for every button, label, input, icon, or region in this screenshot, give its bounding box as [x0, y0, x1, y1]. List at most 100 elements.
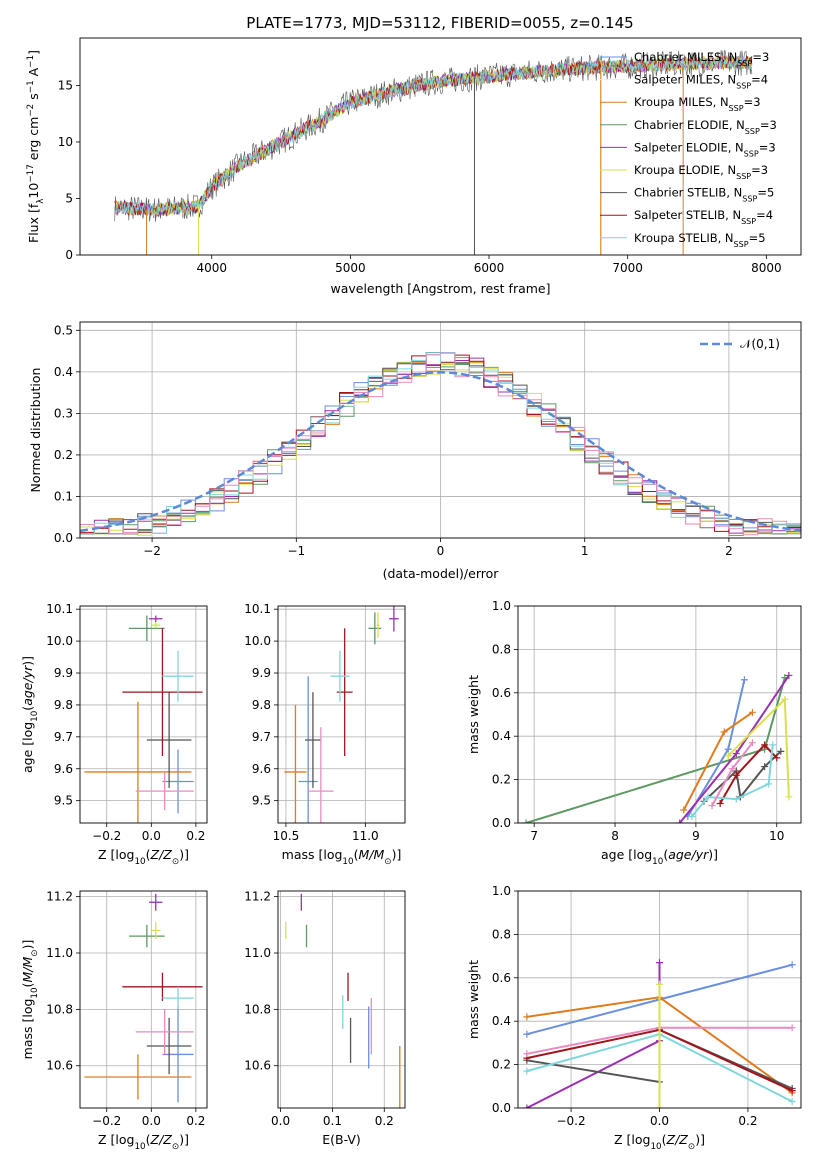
- chart-age-weight: 7 8 9 10 0.0 0.2 0.4 0.6 0.8 1.0 age [log10(age/yr…: [466, 599, 802, 867]
- histogram-step: [80, 352, 801, 536]
- x-tick-label: 8: [611, 829, 619, 843]
- weight-marker: [761, 741, 769, 749]
- y-tick-label: 0.8: [492, 927, 511, 941]
- y-tick-label: 0.4: [54, 365, 73, 379]
- weight-marker: [708, 802, 716, 810]
- y-tick-label: 9.6: [54, 762, 73, 776]
- x-tick-label: 7000: [612, 261, 643, 275]
- weight-marker: [656, 959, 663, 967]
- weight-marker: [788, 1087, 796, 1095]
- plot-area: [80, 352, 801, 536]
- weight-marker: [523, 1050, 531, 1058]
- plot-area: [284, 606, 399, 823]
- chart-Z-weight: −0.2 0.0 0.2 0.0 0.2 0.4 0.6 0.8 1.0 Z [log10(Z/Z…: [466, 884, 802, 1152]
- x-tick-label: 6000: [474, 261, 505, 275]
- y-tick-label: 10.8: [244, 1002, 271, 1016]
- chart-mass-age: 10.5 11.0 9.5 9.6 9.7 9.8 9.9 10.0 10.1 mass [log…: [244, 602, 406, 867]
- weight-marker: [728, 765, 736, 773]
- legend-entry: Chabrier ELODIE, NSSP=3: [634, 118, 777, 136]
- y-tick-label: 0.8: [492, 642, 511, 656]
- weight-marker: [732, 795, 740, 803]
- y-tick-label: 10.0: [46, 634, 73, 648]
- x-axis-label: Z [log10(Z/Z⊙)]: [98, 1132, 189, 1152]
- x-tick-label: −2: [143, 544, 161, 558]
- chart-ebv-mass: 0.0 0.1 0.2 10.6 10.8 11.0 11.2 E(B-V): [244, 890, 406, 1147]
- y-tick-label: 10.6: [244, 1059, 271, 1073]
- y-tick-label: 11.2: [46, 890, 73, 904]
- y-tick-label: 0.4: [492, 729, 511, 743]
- y-tick-label: 0.2: [492, 1058, 511, 1072]
- weight-line: [526, 962, 661, 1108]
- x-tick-label: 0.2: [186, 829, 205, 843]
- legend-entry: 𝒩(0,1): [740, 337, 780, 351]
- weight-marker: [773, 754, 781, 762]
- x-tick-label: 0.0: [142, 829, 161, 843]
- x-tick-label: 10.5: [273, 829, 300, 843]
- y-tick-label: 9.8: [252, 698, 271, 712]
- figure-title: PLATE=1773, MJD=53112, FIBERID=0055, z=0…: [246, 14, 633, 32]
- chart-Z-mass: −0.2 0.0 0.2 10.6 10.8 11.0 11.2 Z [log10(Z/Z⊙)…: [20, 890, 208, 1152]
- y-tick-label: 1.0: [492, 884, 511, 898]
- x-axis-label: Z [log10(Z/Z⊙)]: [614, 1132, 705, 1152]
- weight-marker: [720, 728, 728, 736]
- weight-marker: [788, 1097, 796, 1105]
- legend-entry: Kroupa STELIB, NSSP=5: [634, 231, 766, 249]
- histogram-step: [80, 354, 801, 535]
- y-tick-label: 11.0: [244, 946, 271, 960]
- plot-area: [84, 893, 203, 1103]
- axes-frame: [79, 37, 802, 256]
- chart-spectrum: 4000 5000 6000 7000 8000 0 5 10 15 wavelength [An…: [26, 37, 802, 296]
- weight-marker: [724, 745, 732, 753]
- weight-marker: [788, 961, 796, 969]
- axes-frame: [517, 890, 802, 1109]
- weight-marker: [785, 671, 793, 679]
- x-tick-label: −0.2: [92, 829, 121, 843]
- y-tick-label: 0.2: [54, 448, 73, 462]
- weight-marker: [740, 676, 748, 684]
- x-axis-label: (data-model)/error: [383, 566, 500, 581]
- chart-Z-age: −0.2 0.0 0.2 9.5 9.6 9.7 9.8 9.9 10.0 10.1 Z [log1…: [20, 602, 208, 867]
- x-tick-label: 0.1: [323, 1114, 342, 1128]
- y-axis-label: mass weight: [466, 675, 481, 754]
- legend-entry: Chabrier MILES, NSSP=3: [634, 50, 769, 68]
- y-tick-label: 10.1: [244, 602, 271, 616]
- y-axis-label: age [log10(age/yr)]: [20, 656, 40, 773]
- x-tick-label: 10: [769, 829, 784, 843]
- weight-line: [719, 743, 778, 804]
- y-tick-label: 10.0: [244, 634, 271, 648]
- y-tick-label: 10.8: [46, 1002, 73, 1016]
- weight-marker: [788, 1024, 796, 1032]
- y-tick-label: 0.4: [492, 1014, 511, 1028]
- y-tick-label: 9.8: [54, 698, 73, 712]
- plot-area: [285, 893, 401, 1108]
- x-tick-label: −0.2: [556, 1114, 585, 1128]
- x-tick-label: 5000: [335, 261, 366, 275]
- y-tick-label: 9.6: [252, 762, 271, 776]
- y-axis-label: Normed distribution: [28, 368, 43, 493]
- weight-marker: [748, 739, 756, 747]
- x-axis-label: E(B-V): [322, 1132, 361, 1147]
- weight-marker: [769, 741, 777, 749]
- x-tick-label: −0.2: [92, 1114, 121, 1128]
- x-tick-label: 0.2: [738, 1114, 757, 1128]
- y-tick-label: 0.5: [54, 323, 73, 337]
- y-tick-label: 9.9: [54, 666, 73, 680]
- x-axis-label: age [log10(age/yr)]: [601, 847, 718, 867]
- y-axis-label: mass weight: [466, 960, 481, 1039]
- normal-curve: [80, 371, 801, 532]
- legend-entry: Salpeter STELIB, NSSP=4: [634, 208, 773, 226]
- weight-marker: [522, 819, 530, 823]
- legend-entry: Salpeter MILES, NSSP=4: [634, 73, 768, 91]
- y-tick-label: 11.2: [244, 890, 271, 904]
- weight-marker: [656, 980, 663, 988]
- weight-marker: [732, 771, 740, 779]
- x-tick-label: 0: [437, 544, 445, 558]
- y-tick-label: 15: [58, 78, 73, 92]
- axes-frame: [79, 605, 208, 824]
- y-tick-label: 0.2: [492, 773, 511, 787]
- x-axis-label: wavelength [Angstrom, rest frame]: [330, 281, 550, 296]
- weight-marker: [716, 799, 724, 807]
- y-tick-label: 9.5: [252, 794, 271, 808]
- plot-area: [84, 615, 203, 823]
